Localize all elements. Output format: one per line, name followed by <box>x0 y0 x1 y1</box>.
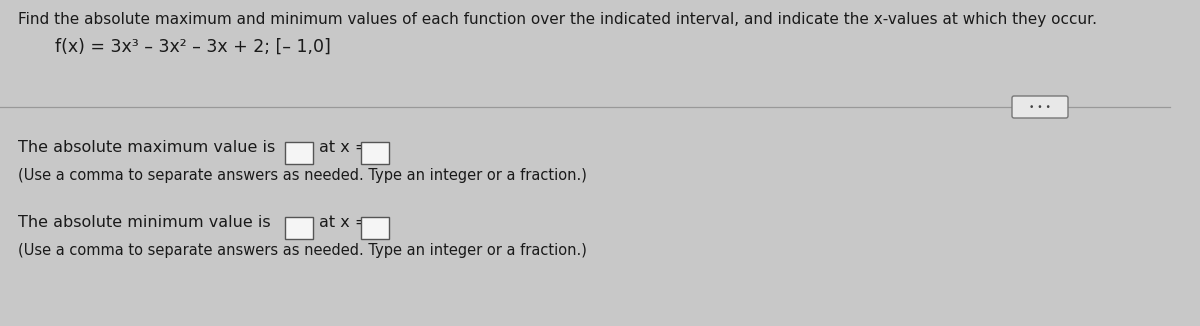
FancyBboxPatch shape <box>361 217 389 239</box>
Text: The absolute minimum value is: The absolute minimum value is <box>18 215 271 230</box>
FancyBboxPatch shape <box>1012 96 1068 118</box>
FancyBboxPatch shape <box>286 217 313 239</box>
Text: Find the absolute maximum and minimum values of each function over the indicated: Find the absolute maximum and minimum va… <box>18 12 1097 27</box>
Text: (Use a comma to separate answers as needed. Type an integer or a fraction.): (Use a comma to separate answers as need… <box>18 168 587 183</box>
Text: at x =: at x = <box>319 140 368 155</box>
FancyBboxPatch shape <box>286 142 313 164</box>
Text: f(x) = 3x³ – 3x² – 3x + 2; [– 1,0]: f(x) = 3x³ – 3x² – 3x + 2; [– 1,0] <box>55 38 331 56</box>
FancyBboxPatch shape <box>361 142 389 164</box>
Text: • • •: • • • <box>1030 102 1051 111</box>
Text: at x =: at x = <box>319 215 368 230</box>
Text: The absolute maximum value is: The absolute maximum value is <box>18 140 275 155</box>
Text: (Use a comma to separate answers as needed. Type an integer or a fraction.): (Use a comma to separate answers as need… <box>18 243 587 258</box>
